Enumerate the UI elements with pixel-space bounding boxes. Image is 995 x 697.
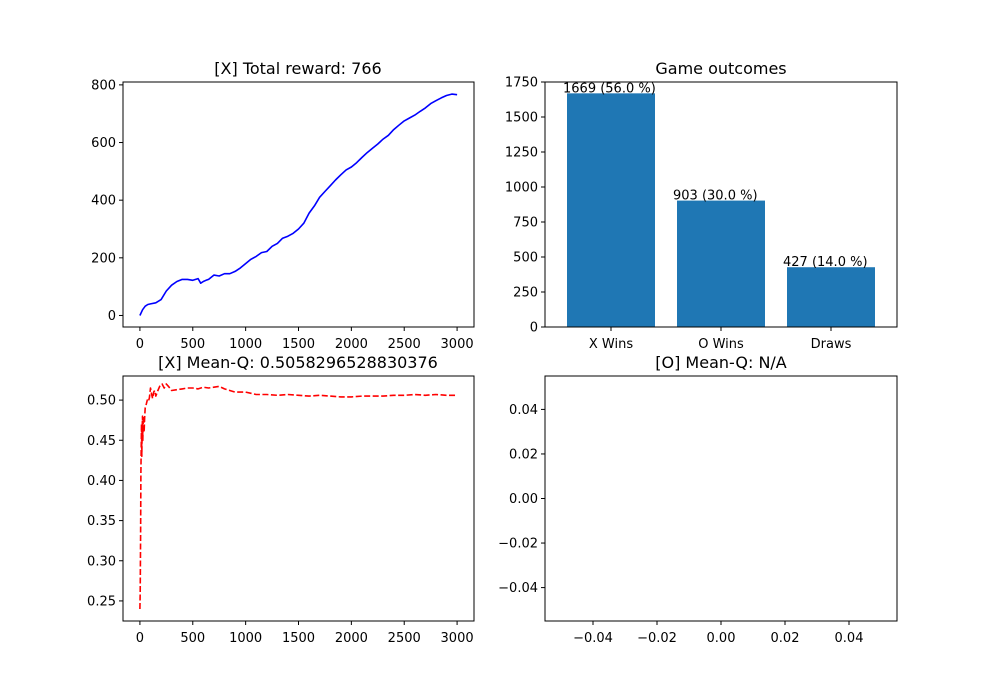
y-tick-label: 0.50 [87, 394, 116, 409]
y-tick-label: 1500 [505, 111, 538, 126]
bar-label: 903 (30.0 %) [673, 189, 758, 204]
x-tick-label: 3000 [441, 337, 474, 352]
y-ticks: −0.04 −0.02 0.00 0.02 0.04 [498, 403, 545, 596]
y-tick-label: 0 [530, 321, 538, 336]
series-line [140, 94, 457, 315]
y-tick-label: 500 [513, 251, 538, 266]
x-tick-label: 2000 [335, 337, 368, 352]
x-ticks: 0 500 1000 1500 2000 2500 3000 [136, 327, 474, 352]
x-tick-label: 0.00 [707, 631, 736, 646]
o-mean-q-plot: [O] Mean-Q: N/A −0.04 −0.02 0.00 0.02 0.04 −… [498, 353, 897, 646]
x-tick-label: 3000 [441, 631, 474, 646]
x-tick-label: 500 [180, 337, 205, 352]
y-ticks: 0 200 400 600 800 [91, 78, 123, 324]
y-tick-label: 0.00 [509, 492, 538, 507]
x-tick-label: 0 [136, 337, 144, 352]
x-ticks: 0 500 1000 1500 2000 2500 3000 [136, 621, 474, 646]
y-tick-label: 750 [513, 216, 538, 231]
y-tick-label: 1000 [505, 181, 538, 196]
x-tick-label: O Wins [698, 337, 744, 352]
chart-title: [X] Total reward: 766 [214, 59, 381, 78]
x-tick-label: 2000 [335, 631, 368, 646]
y-tick-label: 800 [91, 78, 116, 93]
y-tick-label: 0 [108, 309, 116, 324]
total-reward-plot: [X] Total reward: 766 0 500 1000 1500 2000 25… [91, 59, 474, 352]
plot-frame [123, 376, 474, 621]
y-tick-label: 1750 [505, 76, 538, 91]
y-tick-label: 600 [91, 136, 116, 151]
bar [787, 267, 875, 327]
y-tick-label: 0.35 [87, 514, 116, 529]
bar-label: 427 (14.0 %) [783, 255, 868, 270]
x-tick-label: −0.02 [637, 631, 677, 646]
y-tick-label: 0.30 [87, 554, 116, 569]
x-tick-label: 1500 [282, 631, 315, 646]
y-tick-label: 0.04 [509, 403, 538, 418]
y-tick-label: 250 [513, 286, 538, 301]
x-tick-label: Draws [811, 337, 852, 352]
x-mean-q-plot: [X] Mean-Q: 0.5058296528830376 0 500 1000 1… [87, 353, 474, 646]
bar-label: 1669 (56.0 %) [563, 81, 656, 96]
y-tick-label: 0.25 [87, 594, 116, 609]
bar [677, 201, 765, 327]
x-tick-label: 1000 [229, 337, 262, 352]
y-tick-label: −0.02 [498, 537, 538, 552]
x-tick-label: 2500 [388, 631, 421, 646]
y-tick-label: 0.02 [509, 447, 538, 462]
chart-title: [O] Mean-Q: N/A [655, 353, 787, 372]
y-tick-label: 200 [91, 251, 116, 266]
x-tick-label: 1000 [229, 631, 262, 646]
series-line [140, 94, 457, 315]
y-ticks: 0 250 500 750 1000 1250 1500 1750 [505, 76, 545, 336]
x-tick-label: 500 [180, 631, 205, 646]
x-tick-label: 0.02 [771, 631, 800, 646]
series-line [140, 384, 457, 609]
x-tick-label: 0 [136, 631, 144, 646]
x-tick-label: X Wins [589, 337, 633, 352]
x-tick-label: 1500 [282, 337, 315, 352]
series-line [140, 384, 457, 609]
y-tick-label: 0.45 [87, 434, 116, 449]
y-tick-label: −0.04 [498, 581, 538, 596]
x-ticks: −0.04 −0.02 0.00 0.02 0.04 [573, 621, 863, 646]
game-outcomes-plot: Game outcomes X Wins O Wins Draws 0 250 500 7… [505, 59, 897, 352]
x-tick-label: −0.04 [573, 631, 613, 646]
y-tick-label: 1250 [505, 146, 538, 161]
y-tick-label: 400 [91, 194, 116, 209]
x-tick-label: 2500 [388, 337, 421, 352]
bars: 1669 (56.0 %) 903 (30.0 %) 427 (14.0 %) [563, 81, 875, 327]
chart-title: [X] Mean-Q: 0.5058296528830376 [158, 353, 438, 372]
chart-title: Game outcomes [655, 59, 786, 78]
y-tick-label: 0.40 [87, 474, 116, 489]
x-ticks: X Wins O Wins Draws [589, 327, 852, 352]
bar [567, 93, 655, 327]
x-tick-label: 0.04 [835, 631, 864, 646]
plot-frame [545, 376, 897, 621]
y-ticks: 0.25 0.30 0.35 0.40 0.45 0.50 [87, 394, 123, 610]
plot-frame [123, 82, 474, 327]
